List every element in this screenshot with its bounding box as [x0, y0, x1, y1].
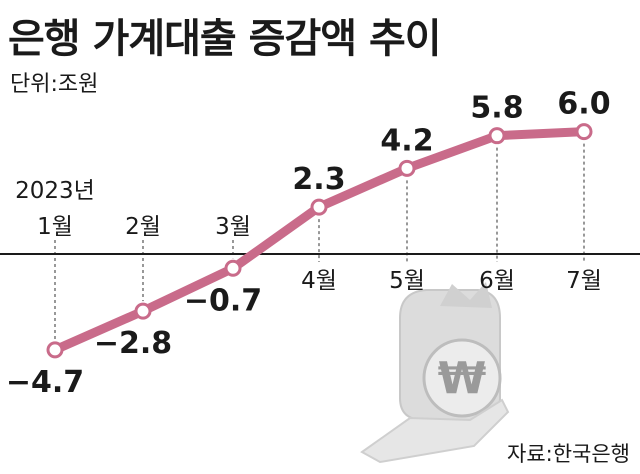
value-label-4: 2.3	[292, 162, 345, 197]
unit-label: 단위:조원	[10, 72, 99, 97]
category-label-4: 4월	[301, 268, 337, 294]
money-bag-watermark	[360, 282, 510, 464]
data-point-2	[134, 302, 152, 320]
category-label-1: 1월	[37, 214, 73, 240]
data-point-4	[310, 198, 328, 216]
category-label-2: 2월	[125, 214, 161, 240]
data-point-1	[46, 341, 64, 359]
category-label-6: 6월	[479, 268, 515, 294]
year-label: 2023년	[15, 178, 95, 204]
value-label-2: −2.8	[94, 326, 172, 361]
won-icon: ₩	[438, 353, 487, 404]
data-point-5	[398, 159, 416, 177]
data-point-6	[488, 127, 506, 145]
value-label-1: −4.7	[6, 365, 84, 400]
value-label-7: 6.0	[557, 87, 610, 122]
value-label-6: 5.8	[470, 91, 523, 126]
category-label-5: 5월	[389, 268, 425, 294]
source-label: 자료:한국은행	[507, 442, 630, 466]
category-label-3: 3월	[215, 214, 251, 240]
category-label-7: 7월	[566, 268, 602, 294]
value-label-5: 4.2	[380, 123, 433, 158]
value-label-3: −0.7	[184, 283, 262, 318]
data-point-7	[575, 123, 593, 141]
chart-title: 은행 가계대출 증감액 추이	[8, 16, 442, 62]
data-point-3	[224, 259, 242, 277]
